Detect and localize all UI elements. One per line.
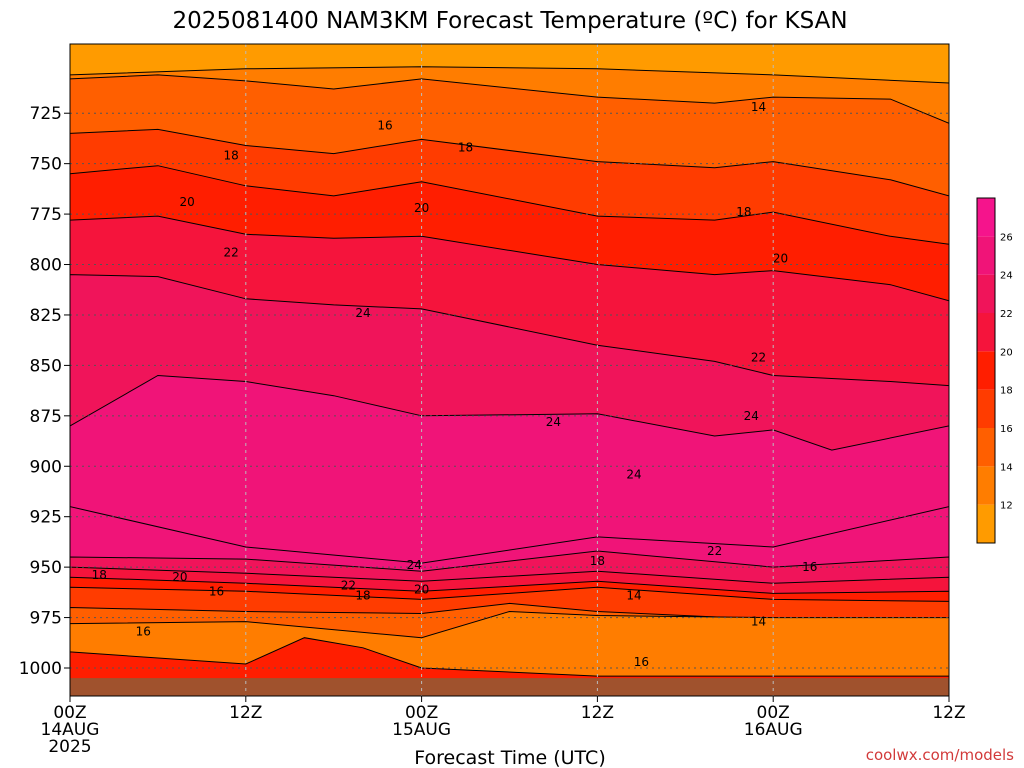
contour-label: 18 — [224, 149, 239, 163]
y-tick-label: 850 — [30, 356, 62, 376]
contour-label: 16 — [209, 584, 224, 598]
colorbar-tick-label: 22 — [1000, 309, 1013, 320]
contour-label: 20 — [414, 201, 429, 215]
contour-label: 20 — [172, 570, 187, 584]
x-tick-label: 14AUG — [41, 720, 100, 740]
contour-label: 24 — [744, 409, 759, 423]
contour-label: 22 — [341, 578, 356, 592]
x-tick-label: 00Z — [405, 703, 438, 723]
x-axis-title: Forecast Time (UTC) — [414, 747, 605, 768]
chart-title: 2025081400 NAM3KM Forecast Temperature (… — [172, 8, 847, 34]
contour-label: 16 — [802, 560, 817, 574]
colorbar-swatch — [977, 236, 995, 275]
colorbar-tick-label: 24 — [1000, 271, 1013, 282]
y-tick-label: 775 — [30, 205, 62, 225]
contour-label: 18 — [92, 568, 107, 582]
y-tick-label: 950 — [30, 558, 62, 578]
contour-label: 22 — [751, 350, 766, 364]
x-tick-label: 16AUG — [744, 720, 803, 740]
y-axis: 725 750 775 800 825 850 875 900 925 950 975 1000 — [19, 104, 70, 679]
contour-label: 18 — [458, 141, 473, 155]
y-tick-label: 1000 — [19, 659, 62, 679]
credit-text: coolwx.com/models — [866, 746, 1014, 764]
x-tick-label: 00Z — [53, 703, 86, 723]
x-tick-label: 12Z — [229, 703, 262, 723]
y-tick-label: 750 — [30, 155, 62, 175]
colorbar-frame — [976, 197, 996, 544]
y-tick-label: 925 — [30, 508, 62, 528]
contour-label: 14 — [751, 100, 766, 114]
contour-label: 14 — [626, 588, 641, 602]
colorbar-tick-label: 14 — [1000, 462, 1013, 473]
contour-label: 22 — [707, 544, 722, 558]
contour-label: 24 — [626, 467, 641, 481]
plot-frame — [69, 43, 950, 697]
colorbar-tick-label: 26 — [1000, 232, 1013, 243]
contour-label: 20 — [414, 582, 429, 596]
colorbar-tick-label: 12 — [1000, 501, 1013, 512]
contour-label: 20 — [773, 251, 788, 265]
ground-surface — [70, 678, 949, 696]
y-tick-label: 875 — [30, 407, 62, 427]
colorbar-swatch — [977, 198, 995, 237]
contour-label: 20 — [180, 195, 195, 209]
contour-label: 16 — [377, 118, 392, 132]
contour-label: 22 — [224, 245, 239, 259]
y-tick-label: 725 — [30, 104, 62, 124]
contour-label: 24 — [355, 306, 370, 320]
temperature-bands — [70, 66, 949, 696]
x-tick-label: 15AUG — [392, 720, 451, 740]
colorbar-swatch — [977, 428, 995, 467]
colorbar-swatch — [977, 466, 995, 505]
colorbar-swatch — [977, 504, 995, 543]
contour-label: 18 — [590, 554, 605, 568]
y-tick-label: 825 — [30, 306, 62, 326]
ground-layer — [70, 678, 949, 696]
x-tick-label: 00Z — [757, 703, 790, 723]
colorbar-tick-label: 16 — [1000, 424, 1013, 435]
x-tick-label: 2025 — [48, 737, 91, 757]
y-tick-label: 800 — [30, 256, 62, 276]
grid-lines — [70, 44, 949, 696]
x-tick-label: 12Z — [581, 703, 614, 723]
contour-label: 14 — [751, 615, 766, 629]
colorbar-swatch — [977, 389, 995, 428]
contour-label: 18 — [736, 205, 751, 219]
colorbar-swatch — [977, 351, 995, 390]
x-tick-label: 12Z — [932, 703, 965, 723]
contour-label: 16 — [136, 625, 151, 639]
contour-label: 24 — [546, 415, 561, 429]
colorbar-tick-label: 18 — [1000, 386, 1013, 397]
colorbar-swatch — [977, 313, 995, 352]
y-tick-label: 975 — [30, 609, 62, 629]
contour-label: 18 — [355, 588, 370, 602]
colorbar-swatch — [977, 274, 995, 313]
colorbar-legend: 12 14 16 18 20 22 24 26 — [976, 197, 1013, 544]
y-tick-label: 900 — [30, 457, 62, 477]
contour-label: 24 — [407, 558, 422, 572]
contour-label: 16 — [634, 655, 649, 669]
colorbar-tick-label: 20 — [1000, 347, 1013, 358]
